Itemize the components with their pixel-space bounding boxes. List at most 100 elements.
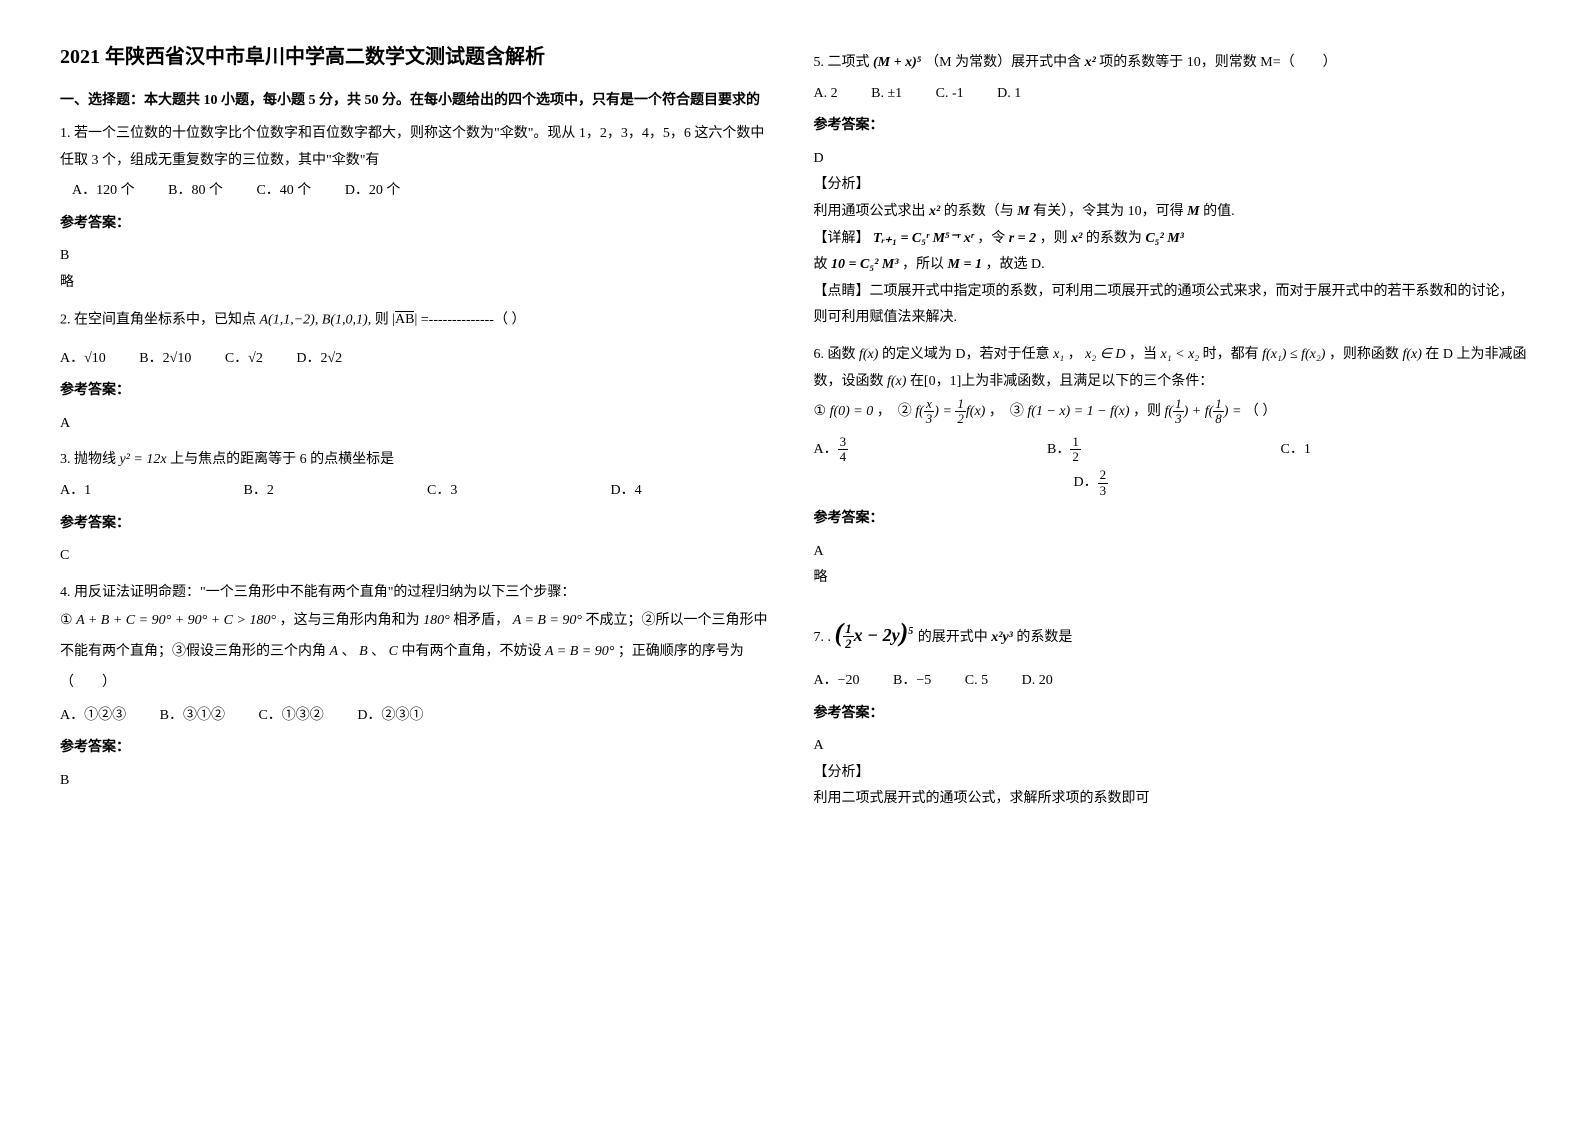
q4-step1-expr3: A = B = 90° (545, 644, 614, 659)
q6-b-den: 2 (1070, 450, 1081, 464)
q4-step1-mid2: 相矛盾， (453, 613, 509, 628)
q7-expr-num: 1 (843, 622, 854, 637)
q7-pow: 5 (908, 626, 913, 637)
q7-exp-h1: 【分析】 (814, 760, 1528, 787)
q4-step1-a: A (330, 644, 339, 659)
q6-fx-2: f(x) (1402, 347, 1421, 362)
q5-stem-mid: （M 为常数）展开式中含 (925, 55, 1081, 70)
q5-exp-l2-expr: Tᵣ₊₁ = C₅ʳ M⁵⁻ʳ xʳ (873, 231, 974, 246)
q5-exp-l3: 故 10 = C₅² M³ ，所以 M = 1 ，故选 D. (814, 252, 1528, 279)
q5-answer-label: 参考答案： (814, 113, 1528, 140)
q4-step1-expr: A + B + C = 90° + 90° + C > 180° (76, 613, 276, 628)
q4-step1-mid: ，这与三角形内角和为 (280, 613, 420, 628)
q5-opt-a: A. 2 (814, 81, 838, 108)
q4-opt-d: D．②③① (357, 703, 423, 730)
q3-opt-d: D．4 (611, 478, 642, 505)
q5-x2: x² (1085, 55, 1096, 70)
q4-steps: ① A + B + C = 90° + 90° + C > 180° ，这与三角… (60, 606, 774, 698)
q3-opt-c: C．3 (427, 478, 577, 505)
q3-expr: y² = 12x (120, 452, 167, 467)
q1-opt-c: C．40 个 (256, 178, 311, 205)
q4-step1-pre: ① (60, 613, 73, 628)
q4-options: A．①②③ B．③①② C．①③② D．②③① (60, 703, 774, 730)
q6-answer-note: 略 (814, 565, 1528, 592)
q2-vector: |AB| (392, 307, 417, 334)
q7-opt-d: D. 20 (1022, 668, 1053, 695)
q6-x1: x₁ (1053, 347, 1064, 362)
question-4: 4. 用反证法证明命题："一个三角形中不能有两个直角"的过程归纳为以下三个步骤：… (60, 580, 774, 795)
q5-exp-l2: 【详解】 Tᵣ₊₁ = C₅ʳ M⁵⁻ʳ xʳ ，令 r = 2 ，则 x² 的… (814, 226, 1528, 253)
q6-tail-f1-num: 1 (1173, 397, 1184, 412)
q7-expr-x: x − 2y (854, 625, 900, 645)
q6-b-num: 1 (1070, 435, 1081, 450)
q5-exp-h2: 【详解】 (814, 231, 870, 246)
q2-options: A．√10 B．2√10 C．√2 D．2√2 (60, 346, 774, 373)
q4-stem: 4. 用反证法证明命题："一个三角形中不能有两个直角"的过程归纳为以下三个步骤： (60, 580, 774, 607)
q5-stem-pre: 5. 二项式 (814, 55, 870, 70)
q6-tail-end: ) = (1224, 404, 1242, 419)
q6-c1-expr: f(0) = 0 (830, 404, 874, 419)
q7-close: ) (900, 618, 909, 647)
q2-stem-pre: 2. 在空间直角坐标系中，已知点 (60, 312, 256, 327)
q6-c2-sep: ， ③ (989, 404, 1024, 419)
q6-c3-expr: f(1 − x) = 1 − f(x) (1027, 404, 1129, 419)
q5-exp-l3-pre: 故 (814, 257, 828, 272)
q5-exp-l1-m2: M (1187, 204, 1199, 219)
q5-exp-l1-m: M (1017, 204, 1029, 219)
q6-tail-plus: ) + f( (1184, 404, 1214, 419)
q7-stem-mid: 的展开式中 (918, 630, 988, 645)
q4-answer: B (60, 768, 774, 795)
q5-exp-h1: 【分析】 (814, 172, 1528, 199)
q4-step1-end2: 中有两个直角，不妨设 (401, 644, 541, 659)
q4-step1-b: B (359, 644, 368, 659)
q6-c2-lhs-post: ) = (934, 404, 955, 419)
q5-exp-l1: 利用通项公式求出 x² 的系数（与 M 有关），令其为 10，可得 M 的值. (814, 199, 1528, 226)
q6-mid1: 的定义域为 D，若对于任意 (882, 347, 1050, 362)
q4-step1-expr2: A = B = 90° (513, 613, 582, 628)
section-1-heading: 一、选择题：本大题共 10 小题，每小题 5 分，共 50 分。在每小题给出的四… (60, 89, 774, 109)
q6-mid2: ，当 (1129, 347, 1157, 362)
q6-tail-f2-den: 8 (1213, 412, 1224, 426)
q2-stem: 2. 在空间直角坐标系中，已知点 A(1,1,−2), B(1,0,1), 则 … (60, 307, 774, 334)
q6-d-num: 2 (1098, 468, 1109, 483)
q6-stem-pre: 6. 函数 (814, 347, 856, 362)
q7-options: A．−20 B．−5 C. 5 D. 20 (814, 668, 1528, 695)
q6-tail-expr: f(13) + f(18) = (1165, 404, 1245, 419)
q4-opt-c: C．①③② (258, 703, 323, 730)
q5-exp-l1-mid: 的系数（与 (944, 204, 1014, 219)
q4-answer-label: 参考答案： (60, 735, 774, 762)
q6-c2-lhs-den: 3 (924, 412, 935, 426)
q5-exp-l1-mid2: 有关），令其为 10，可得 (1033, 204, 1184, 219)
question-1: 1. 若一个三位数的十位数字比个位数字和百位数字都大，则称这个数为"伞数"。现从… (60, 121, 774, 297)
q5-stem-end: 项的系数等于 10，则常数 M=（ ） (1099, 55, 1336, 70)
q7-opt-c: C. 5 (965, 668, 988, 695)
q5-opt-d: D. 1 (997, 81, 1021, 108)
q7-xy: x²y³ (991, 630, 1013, 645)
q6-mid3: 时，都有 (1203, 347, 1259, 362)
q3-stem-suf: 上与焦点的距离等于 6 的点横坐标是 (170, 452, 394, 467)
q6-d-den: 3 (1098, 484, 1109, 498)
q6-fx: f(x) (859, 347, 878, 362)
q5-exp-l3-end: ，故选 D. (985, 257, 1044, 272)
q6-conditions: ① f(0) = 0 ， ② f(x3) = 12f(x) ， ③ f(1 − … (814, 395, 1528, 429)
q5-exp-l2-expr2: C₅² M³ (1145, 231, 1184, 246)
q7-stem-pre: 7. . (814, 630, 832, 645)
q5-exp-l2-mid: ，令 (977, 231, 1005, 246)
q1-options: A．120 个 B．80 个 C．40 个 D．20 个 (72, 178, 774, 205)
q2-opt-a: A．√10 (60, 346, 106, 373)
q4-c2: 、 (371, 644, 385, 659)
q7-open: ( (835, 618, 844, 647)
question-6: 6. 函数 f(x) 的定义域为 D，若对于任意 x₁ ， x₂ ∈ D ，当 … (814, 342, 1528, 592)
q6-options: A．34 B．12 C．1 D．23 (814, 433, 1528, 500)
q2-stem-suf: =--------------（ ） (421, 312, 526, 327)
q1-stem: 1. 若一个三位数的十位数字比个位数字和百位数字都大，则称这个数为"伞数"。现从… (60, 121, 774, 174)
q6-c2-rhs-den: 2 (955, 412, 966, 426)
q3-opt-a: A．1 (60, 478, 210, 505)
q6-tail-f2-num: 1 (1213, 397, 1224, 412)
q6-opt-c: C．1 (1281, 433, 1431, 467)
q1-answer: B (60, 243, 774, 270)
q5-options: A. 2 B. ±1 C. -1 D. 1 (814, 81, 1528, 108)
q6-a-num: 3 (838, 435, 849, 450)
q6-c2-lhs-pre: f( (915, 404, 924, 419)
q2-answer: A (60, 411, 774, 438)
